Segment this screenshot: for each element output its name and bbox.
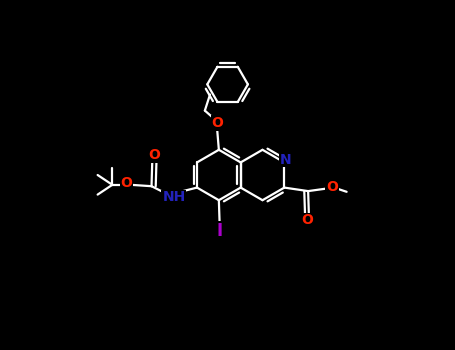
Text: O: O (121, 176, 132, 190)
Text: O: O (326, 180, 338, 194)
Text: O: O (301, 214, 313, 228)
Text: NH: NH (162, 190, 186, 204)
Text: I: I (217, 222, 222, 240)
Text: O: O (212, 116, 223, 130)
Text: N: N (280, 153, 292, 167)
Text: O: O (148, 148, 160, 162)
